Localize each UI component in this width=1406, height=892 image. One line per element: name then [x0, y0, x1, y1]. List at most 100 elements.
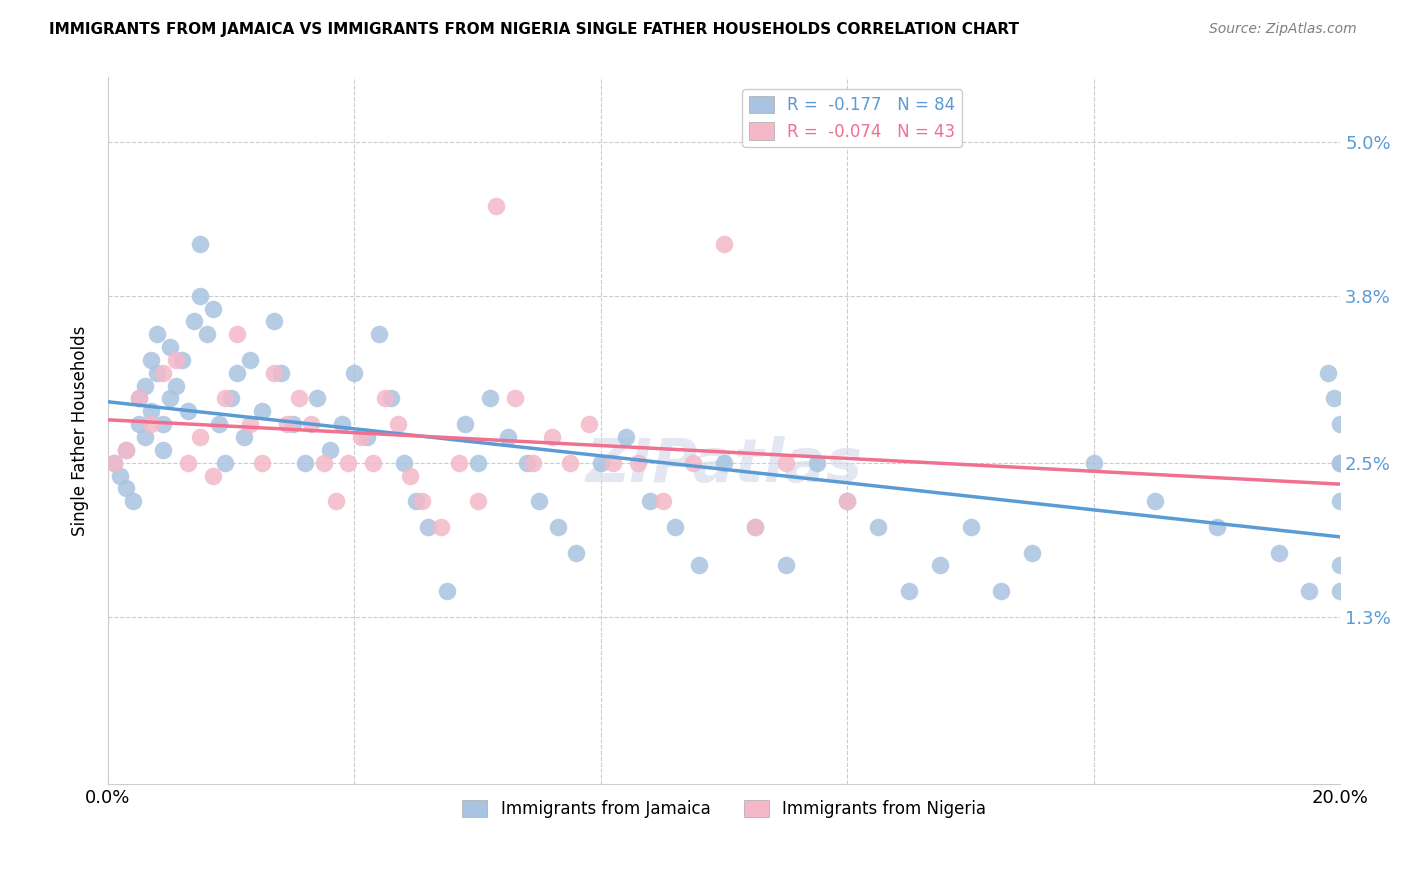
Point: [380, 392, 402, 406]
Point: [578, 417, 600, 432]
Point: [503, 392, 526, 406]
Point: [201, 301, 224, 316]
Point: [589, 456, 612, 470]
Point: [485, 199, 508, 213]
Point: [201, 468, 224, 483]
Point: [547, 520, 569, 534]
Point: [1329, 417, 1351, 432]
Point: [294, 456, 316, 470]
Point: [337, 456, 360, 470]
Point: [449, 456, 471, 470]
Point: [558, 456, 581, 470]
Point: [349, 430, 371, 444]
Point: [682, 456, 704, 470]
Point: [128, 392, 150, 406]
Point: [152, 366, 174, 380]
Point: [146, 366, 169, 380]
Point: [837, 494, 859, 508]
Point: [165, 353, 187, 368]
Point: [387, 417, 409, 432]
Point: [529, 494, 551, 508]
Point: [121, 494, 143, 508]
Point: [990, 584, 1012, 599]
Point: [638, 494, 661, 508]
Point: [139, 404, 162, 418]
Point: [713, 237, 735, 252]
Point: [128, 392, 150, 406]
Text: IMMIGRANTS FROM JAMAICA VS IMMIGRANTS FROM NIGERIA SINGLE FATHER HOUSEHOLDS CORR: IMMIGRANTS FROM JAMAICA VS IMMIGRANTS FR…: [49, 22, 1019, 37]
Point: [183, 314, 205, 328]
Point: [250, 456, 273, 470]
Point: [276, 417, 298, 432]
Point: [307, 392, 329, 406]
Point: [281, 417, 304, 432]
Point: [312, 456, 335, 470]
Point: [270, 366, 292, 380]
Point: [356, 430, 378, 444]
Point: [392, 456, 415, 470]
Point: [467, 456, 489, 470]
Point: [565, 545, 588, 559]
Point: [1329, 558, 1351, 573]
Point: [325, 494, 347, 508]
Point: [516, 456, 538, 470]
Point: [454, 417, 477, 432]
Point: [165, 378, 187, 392]
Point: [374, 392, 396, 406]
Point: [959, 520, 981, 534]
Point: [226, 327, 249, 342]
Point: [159, 340, 181, 354]
Point: [361, 456, 384, 470]
Point: [614, 430, 637, 444]
Point: [177, 404, 200, 418]
Point: [152, 417, 174, 432]
Point: [1298, 584, 1320, 599]
Point: [103, 456, 125, 470]
Point: [1144, 494, 1167, 508]
Point: [190, 237, 212, 252]
Point: [288, 392, 311, 406]
Point: [744, 520, 766, 534]
Point: [368, 327, 391, 342]
Point: [1083, 456, 1105, 470]
Point: [498, 430, 520, 444]
Point: [1316, 366, 1339, 380]
Point: [928, 558, 950, 573]
Point: [664, 520, 686, 534]
Point: [775, 558, 797, 573]
Point: [139, 417, 162, 432]
Point: [208, 417, 231, 432]
Point: [405, 494, 427, 508]
Point: [195, 327, 218, 342]
Point: [627, 456, 650, 470]
Point: [868, 520, 890, 534]
Point: [134, 378, 156, 392]
Point: [250, 404, 273, 418]
Point: [159, 392, 181, 406]
Point: [299, 417, 322, 432]
Point: [239, 353, 262, 368]
Point: [330, 417, 353, 432]
Point: [110, 468, 132, 483]
Point: [103, 456, 125, 470]
Point: [436, 584, 458, 599]
Point: [343, 366, 366, 380]
Text: Source: ZipAtlas.com: Source: ZipAtlas.com: [1209, 22, 1357, 37]
Point: [399, 468, 422, 483]
Point: [467, 494, 489, 508]
Point: [319, 442, 342, 457]
Point: [602, 456, 624, 470]
Point: [115, 442, 138, 457]
Point: [1267, 545, 1289, 559]
Point: [744, 520, 766, 534]
Point: [1329, 456, 1351, 470]
Point: [219, 392, 242, 406]
Point: [214, 392, 236, 406]
Point: [115, 442, 138, 457]
Point: [1021, 545, 1043, 559]
Point: [263, 366, 285, 380]
Point: [239, 417, 262, 432]
Legend: Immigrants from Jamaica, Immigrants from Nigeria: Immigrants from Jamaica, Immigrants from…: [456, 793, 993, 825]
Point: [775, 456, 797, 470]
Point: [1323, 392, 1346, 406]
